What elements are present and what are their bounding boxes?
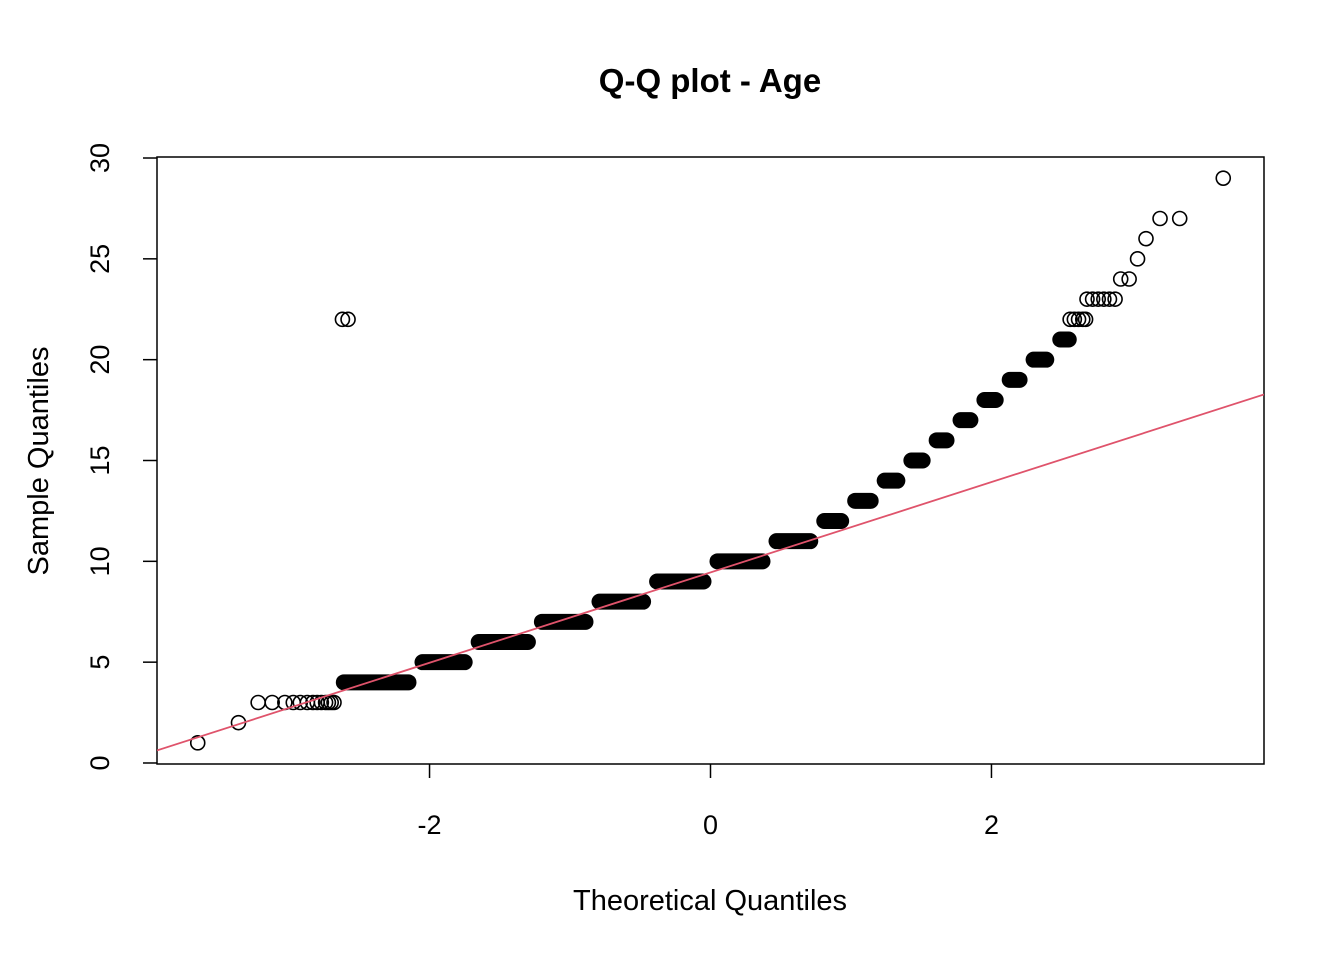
x-tick-label: 2 xyxy=(984,810,999,840)
data-point xyxy=(1121,271,1137,287)
x-axis-label: Theoretical Quantiles xyxy=(573,885,847,917)
data-point xyxy=(1096,291,1112,307)
data-point xyxy=(340,311,356,328)
y-tick-label: 30 xyxy=(85,143,115,173)
data-point xyxy=(1101,291,1118,307)
y-tick-label: 10 xyxy=(85,546,115,576)
y-tick-label: 15 xyxy=(85,445,115,475)
data-point xyxy=(1215,170,1232,186)
data-point xyxy=(1138,230,1154,247)
data-point xyxy=(334,311,351,328)
data-point xyxy=(1070,311,1087,328)
y-tick-label: 20 xyxy=(85,345,115,375)
data-point xyxy=(1062,311,1078,328)
x-tick-label: -2 xyxy=(418,810,442,840)
y-tick-label: 25 xyxy=(85,244,115,274)
chart-title: Q-Q plot - Age xyxy=(599,62,821,99)
y-axis: 0 5 10 15 20 25 30 xyxy=(85,143,157,771)
data-point xyxy=(1077,311,1094,328)
data-point xyxy=(1066,311,1083,328)
y-tick-label: 5 xyxy=(85,655,115,670)
data-point xyxy=(1079,291,1095,307)
data-point xyxy=(326,694,342,711)
x-tick-label: 0 xyxy=(703,810,718,840)
data-point xyxy=(189,735,206,751)
plot-frame xyxy=(156,156,1265,765)
y-axis-label: Sample Quantiles xyxy=(23,347,55,576)
data-point xyxy=(1090,291,1107,307)
data-point xyxy=(264,694,280,711)
data-point xyxy=(1152,210,1168,227)
x-axis: -2 0 2 xyxy=(418,764,999,840)
data-point xyxy=(250,694,266,711)
y-tick-label: 0 xyxy=(85,755,115,770)
data-point xyxy=(1171,210,1188,227)
data-point xyxy=(1107,291,1123,307)
data-point xyxy=(313,694,330,711)
plot-area xyxy=(156,156,1265,765)
reference-line xyxy=(157,393,1264,752)
data-point xyxy=(1129,251,1146,267)
data-point xyxy=(1112,271,1129,287)
data-point xyxy=(1084,291,1101,307)
